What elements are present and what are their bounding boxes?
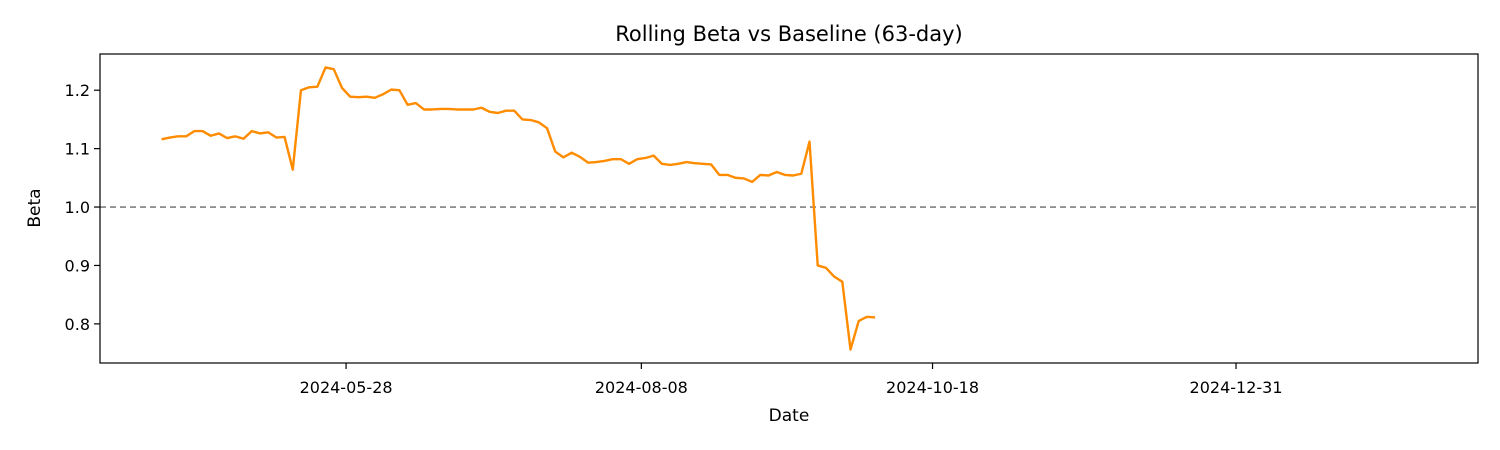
x-tick-label: 2024-12-31 xyxy=(1190,378,1283,397)
y-axis-ticks: 0.8 0.9 1.0 1.1 1.2 xyxy=(65,81,100,334)
x-tick-label: 2024-05-28 xyxy=(300,378,393,397)
x-tick-label: 2024-10-18 xyxy=(886,378,979,397)
y-tick-label: 1.0 xyxy=(65,198,90,217)
plot-frame xyxy=(99,53,1479,364)
y-tick-label: 0.9 xyxy=(65,256,90,275)
y-tick-label: 0.8 xyxy=(65,315,90,334)
chart-title: Rolling Beta vs Baseline (63-day) xyxy=(615,22,962,46)
x-axis-ticks: 2024-05-28 2024-08-08 2024-10-18 2024-12-31 xyxy=(300,363,1283,397)
y-tick-label: 1.1 xyxy=(65,140,90,159)
y-tick-label: 1.2 xyxy=(65,81,90,100)
x-axis-label: Date xyxy=(769,406,810,426)
beta-series-line xyxy=(161,66,876,351)
x-tick-label: 2024-08-08 xyxy=(595,378,688,397)
y-axis-label: Beta xyxy=(25,188,45,227)
